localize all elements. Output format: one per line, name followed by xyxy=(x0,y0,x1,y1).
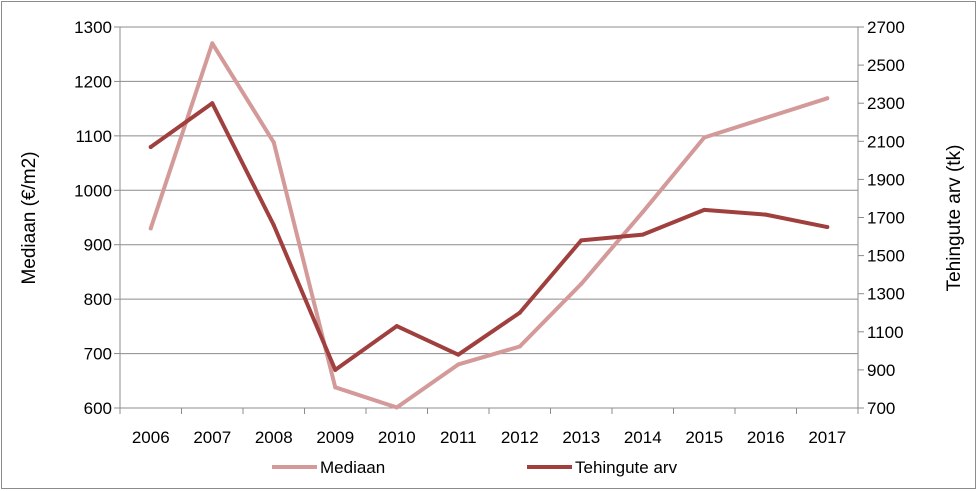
data-point-tehingute-arv xyxy=(456,352,461,357)
y-tick-label: 1000 xyxy=(74,181,112,200)
data-point-tehingute-arv xyxy=(640,232,645,237)
data-point-mediaan xyxy=(271,140,276,145)
y-axis-right-ticks: 700 900 1100 1300 1500 1700 1900 2100 2300 2500 27… xyxy=(867,18,905,418)
data-point-mediaan xyxy=(702,135,707,140)
data-point-mediaan xyxy=(763,115,768,120)
x-tick-label: 2015 xyxy=(685,428,723,447)
data-point-tehingute-arv xyxy=(148,145,153,150)
data-point-mediaan xyxy=(640,210,645,215)
series-lines xyxy=(148,41,830,410)
y2-tick-label: 1300 xyxy=(867,285,905,304)
data-point-mediaan xyxy=(333,385,338,390)
data-point-mediaan xyxy=(825,96,830,101)
data-point-tehingute-arv xyxy=(271,223,276,228)
data-point-tehingute-arv xyxy=(825,225,830,230)
data-point-tehingute-arv xyxy=(210,101,215,106)
data-point-mediaan xyxy=(148,226,153,231)
y-axis-right-title: Tehingute arv (tk) xyxy=(944,145,965,292)
y2-tick-label: 1900 xyxy=(867,170,905,189)
data-point-mediaan xyxy=(579,281,584,286)
y2-tick-label: 1500 xyxy=(867,247,905,266)
x-tick-label: 2017 xyxy=(808,428,846,447)
y2-tick-label: 2700 xyxy=(867,18,905,37)
data-point-tehingute-arv xyxy=(763,212,768,217)
data-point-tehingute-arv xyxy=(702,207,707,212)
y2-tick-label: 700 xyxy=(867,399,895,418)
data-point-mediaan xyxy=(517,344,522,349)
x-tick-label: 2013 xyxy=(562,428,600,447)
y-tick-label: 1100 xyxy=(75,127,112,146)
y-tick-label: 600 xyxy=(84,399,112,418)
x-axis-ticks: 2006 2007 2008 2009 2010 2011 2012 2013 2014 2015… xyxy=(132,428,846,447)
x-tick-label: 2014 xyxy=(624,428,662,447)
data-point-tehingute-arv xyxy=(579,238,584,243)
y2-tick-label: 2300 xyxy=(867,94,905,113)
x-tick-label: 2007 xyxy=(193,428,231,447)
x-tick-label: 2012 xyxy=(501,428,539,447)
y-axis-left-ticks: 600 700 800 900 1000 1100 1200 1300 xyxy=(74,18,112,418)
x-tick-label: 2016 xyxy=(747,428,785,447)
y-tick-label: 1200 xyxy=(74,72,112,91)
legend-label-tehingute-arv: Tehingute arv xyxy=(575,458,678,477)
y-axis-left-title: Mediaan (€/m2) xyxy=(19,151,40,284)
y2-tick-label: 2500 xyxy=(867,56,905,75)
x-tick-label: 2009 xyxy=(316,428,354,447)
legend: Mediaan Tehingute arv xyxy=(272,458,678,477)
y2-tick-label: 900 xyxy=(867,361,895,380)
y-tick-label: 800 xyxy=(84,290,112,309)
y-tick-label: 1300 xyxy=(74,18,112,37)
data-point-mediaan xyxy=(394,405,399,410)
data-point-mediaan xyxy=(210,41,215,46)
y2-tick-label: 1700 xyxy=(867,209,905,228)
gridlines xyxy=(120,26,858,355)
data-point-mediaan xyxy=(456,362,461,367)
x-tick-label: 2011 xyxy=(440,428,477,447)
y2-tick-label: 2100 xyxy=(867,132,905,151)
x-tick-label: 2006 xyxy=(132,428,170,447)
y2-tick-label: 1100 xyxy=(867,323,904,342)
legend-label-mediaan: Mediaan xyxy=(320,458,385,477)
y-tick-label: 700 xyxy=(84,345,112,364)
y-tick-label: 900 xyxy=(84,236,112,255)
x-tick-label: 2008 xyxy=(255,428,293,447)
axes xyxy=(114,26,864,414)
x-tick-label: 2010 xyxy=(378,428,416,447)
data-point-tehingute-arv xyxy=(517,310,522,315)
data-point-tehingute-arv xyxy=(394,324,399,329)
series-line-tehingute-arv xyxy=(148,101,830,372)
series-line-mediaan xyxy=(148,41,830,410)
data-point-tehingute-arv xyxy=(333,367,338,372)
